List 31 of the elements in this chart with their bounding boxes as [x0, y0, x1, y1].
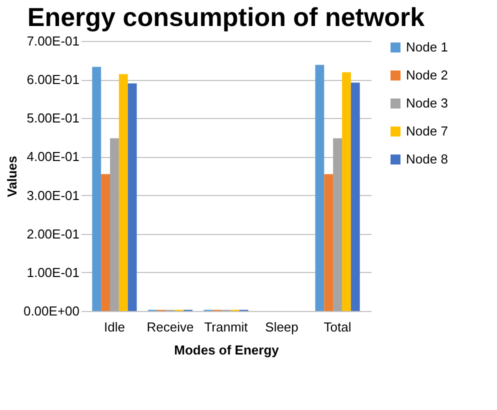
legend-label: Node 3: [406, 96, 448, 110]
x-tick-label: Total: [324, 320, 352, 334]
bar: [315, 64, 324, 311]
x-tick-label: Idle: [104, 320, 125, 334]
x-tick-label: Sleep: [265, 320, 298, 334]
x-tick-label: Receive: [146, 320, 194, 334]
bar: [118, 74, 128, 311]
y-tick-label: 0.00E+00: [23, 304, 80, 318]
x-tick-label: Tranmit: [204, 320, 248, 334]
bar: [101, 174, 110, 311]
bar: [92, 66, 102, 311]
legend-label: Node 7: [406, 124, 448, 138]
bar: [128, 83, 137, 311]
bar: [324, 174, 334, 311]
bar: [342, 72, 351, 311]
y-tick-label: 7.00E-01: [26, 34, 80, 48]
y-tick-label: 1.00E-01: [26, 264, 80, 280]
legend-label: Node 2: [406, 68, 448, 82]
y-axis-title: Values: [4, 156, 20, 198]
y-tick-label: 6.00E-01: [26, 72, 80, 88]
bar: [350, 82, 360, 311]
y-tick-label: 3.00E-01: [26, 188, 80, 203]
legend-label: Node 1: [406, 40, 448, 54]
y-tick-label: 5.00E-01: [26, 110, 80, 126]
bar: [333, 138, 342, 311]
chart-title: Energy consumption of network: [27, 2, 426, 32]
bar: [110, 138, 119, 311]
legend-label: Node 8: [406, 152, 448, 166]
y-tick-label: 2.00E-01: [26, 226, 80, 242]
x-axis-title: Modes of Energy: [174, 342, 280, 358]
y-tick-label: 4.00E-01: [26, 149, 80, 164]
